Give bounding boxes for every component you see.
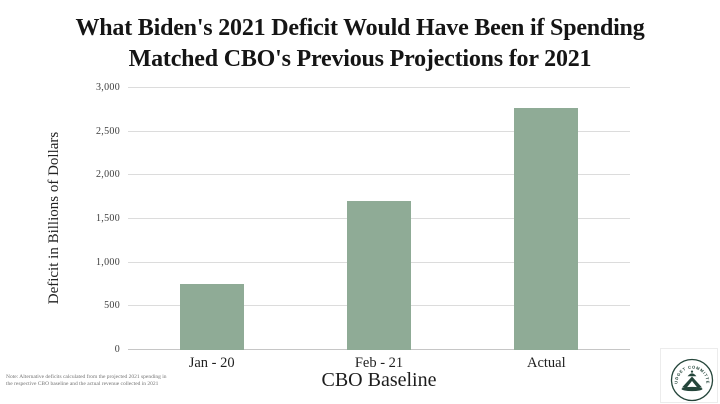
y-tick-label-3000: 3,000	[96, 82, 120, 93]
footnote-line2: the respective CBO baseline and the actu…	[6, 381, 159, 387]
chart-title: What Biden's 2021 Deficit Would Have Bee…	[0, 13, 720, 75]
footnote-line1: Note: Alternative deficits calculated fr…	[6, 374, 167, 380]
bar-jan-20	[179, 283, 244, 350]
chart-title-line1: What Biden's 2021 Deficit Would Have Bee…	[75, 15, 645, 41]
footnote: Note: Alternative deficits calculated fr…	[6, 374, 246, 388]
x-axis-title: CBO Baseline	[321, 369, 437, 391]
x-tick-label-jan-20: Jan - 20	[188, 355, 235, 371]
chart-title-line2: Matched CBO's Previous Projections for 2…	[128, 46, 592, 72]
y-tick-label-0: 0	[114, 344, 120, 355]
x-tick-label-actual: Actual	[527, 355, 566, 371]
capitol-dome-icon	[681, 370, 703, 392]
y-tick-label-2500: 2,500	[96, 125, 120, 137]
budget-committee-logo: BUDGET COMMITTEE	[670, 358, 714, 402]
y-tick-label-1000: 1,000	[96, 256, 120, 268]
y-tick-label-500: 500	[104, 300, 120, 312]
bar-feb-21	[347, 200, 411, 350]
plot-area	[128, 87, 630, 350]
gridline-2000	[128, 174, 630, 176]
gridline-2500	[128, 130, 630, 132]
gridline-3000	[128, 87, 630, 88]
bar-actual	[514, 107, 579, 350]
y-tick-label-1500: 1,500	[96, 213, 120, 224]
x-tick-label-feb-21: Feb - 21	[354, 355, 404, 371]
y-tick-label-2000: 2,000	[96, 169, 120, 181]
